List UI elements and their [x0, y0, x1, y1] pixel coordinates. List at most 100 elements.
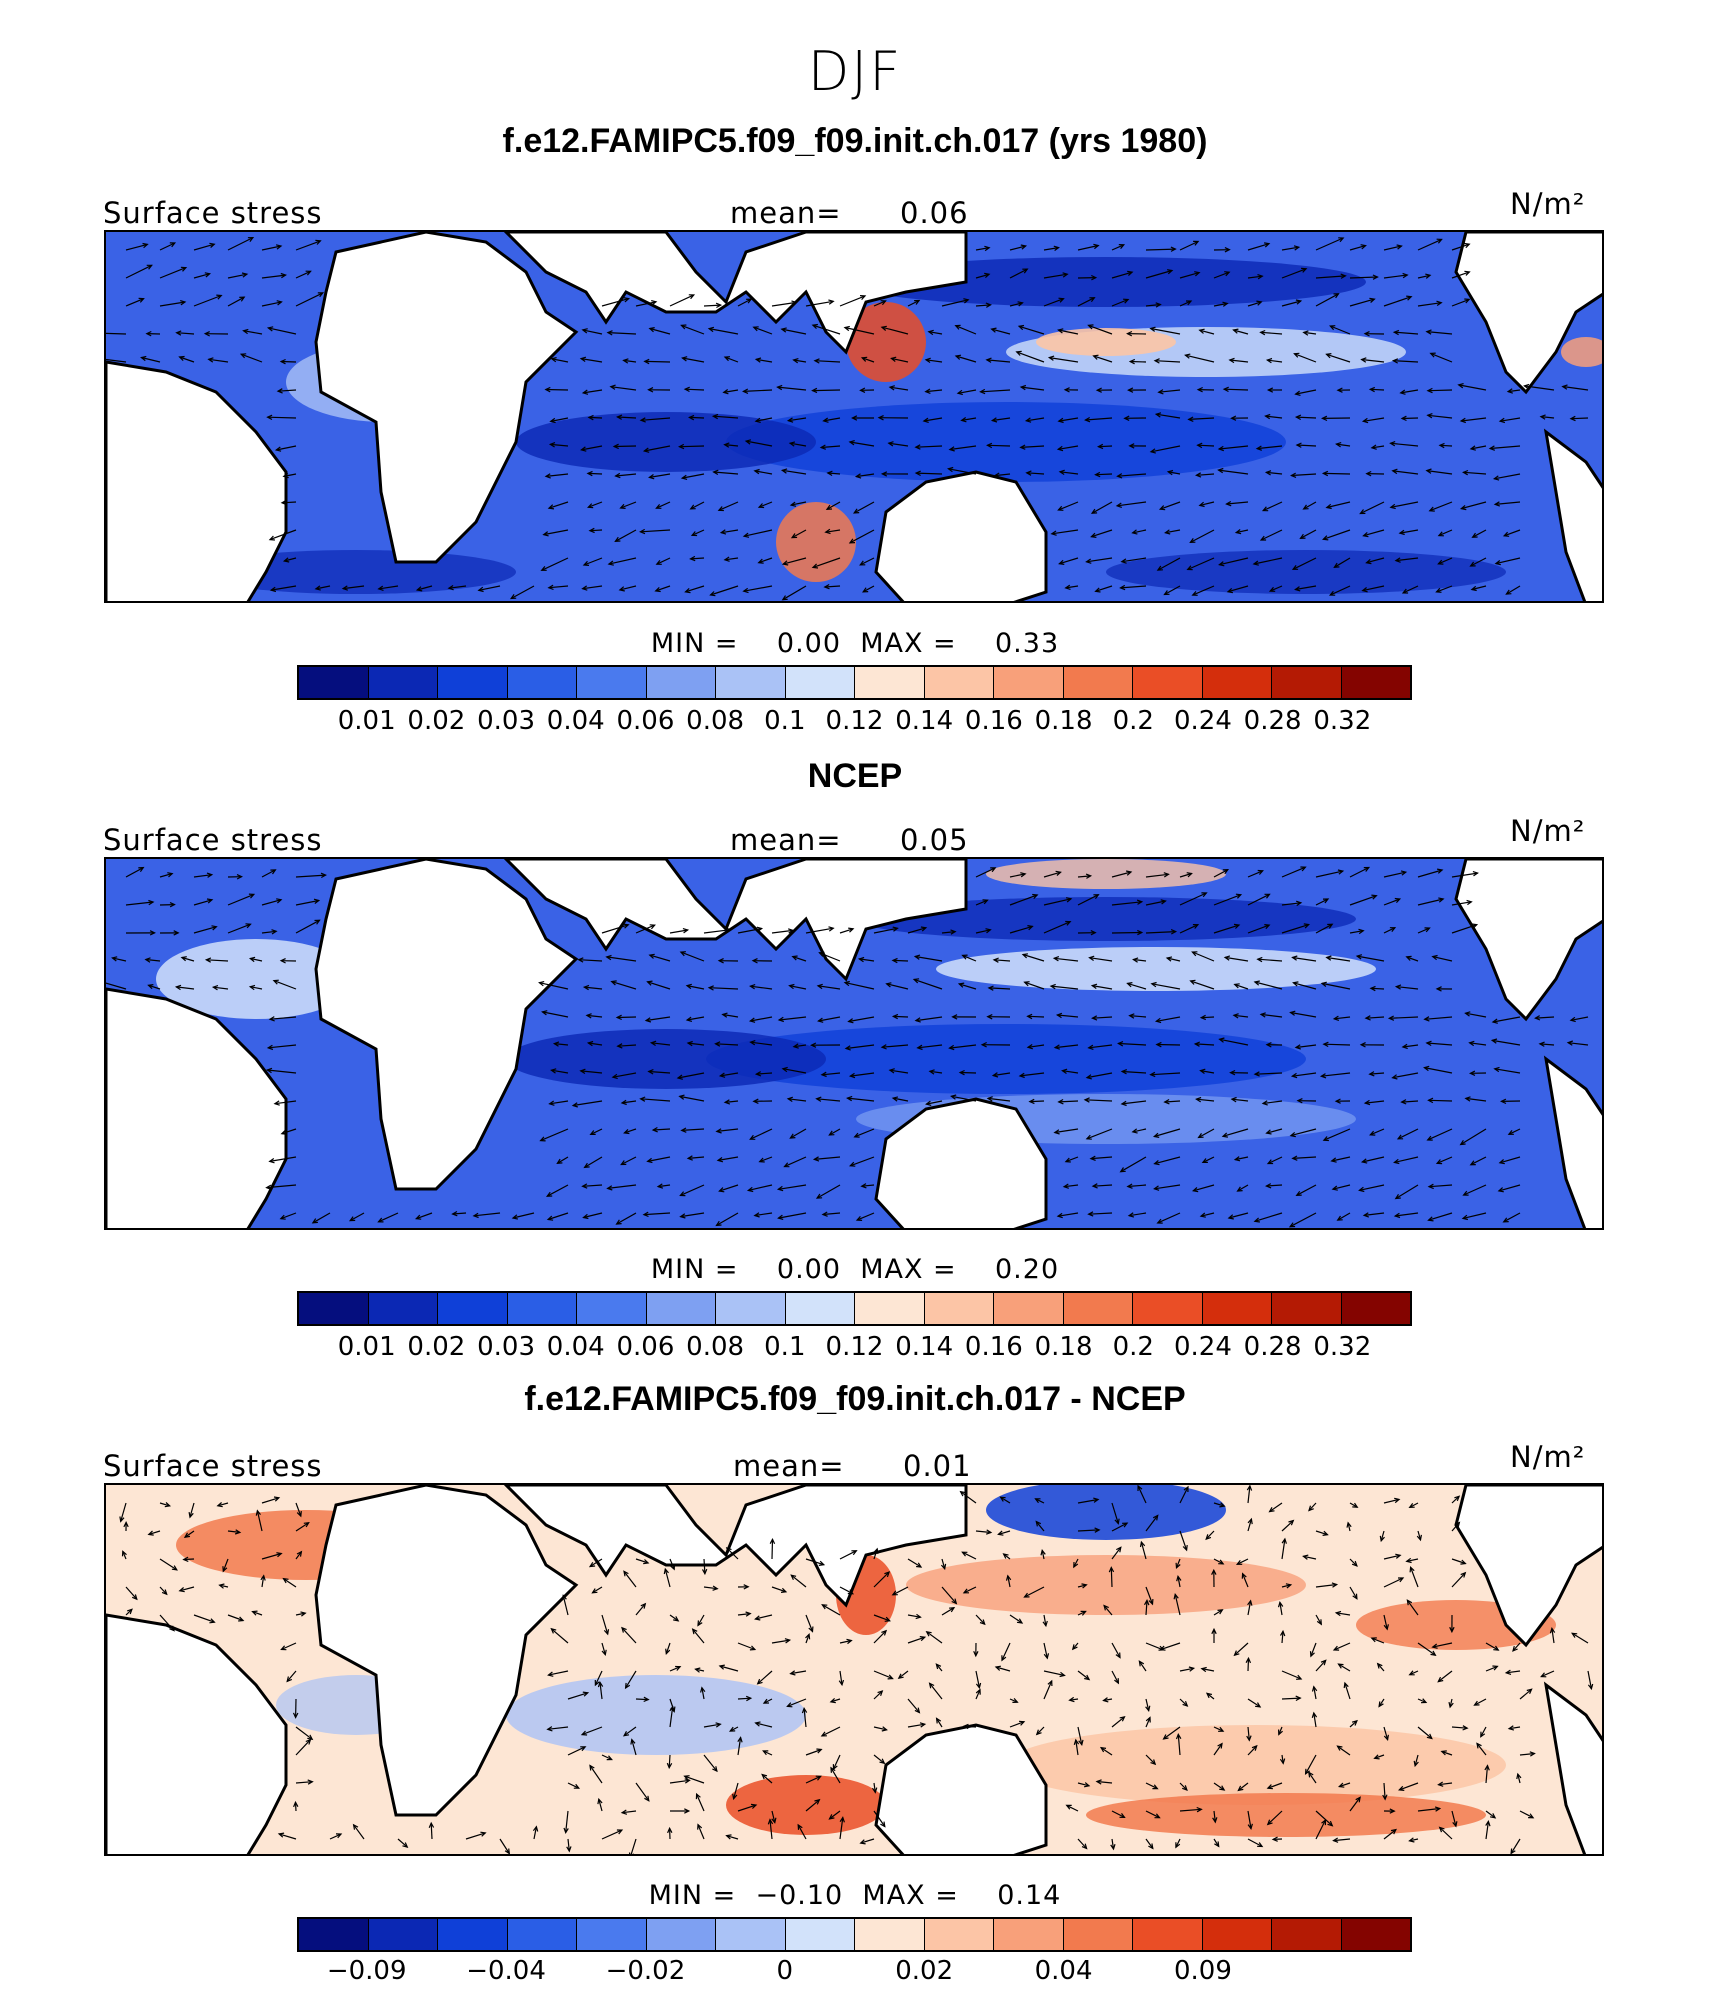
colorbar-swatch	[994, 667, 1064, 698]
colorbar-tick-label: 0.03	[477, 1332, 535, 1362]
colorbar-swatch	[1342, 667, 1411, 698]
panel-1-mean-label: mean=	[730, 196, 842, 230]
panel-1-units: N/m²	[1510, 187, 1585, 221]
wind-vector	[1111, 1568, 1112, 1588]
panel-2-min-label: MIN =	[651, 1254, 739, 1285]
colorbar-tick-label: 0.06	[616, 706, 674, 736]
wind-vector	[1157, 1045, 1180, 1046]
panel-1-variable-label: Surface stress	[103, 196, 323, 230]
colorbar-swatch	[994, 1293, 1064, 1324]
colorbar-tick-label: 0.04	[1035, 1956, 1093, 1986]
colorbar-swatch	[1203, 667, 1273, 698]
south-indian-positive	[726, 1775, 886, 1835]
panel-2-map-svg	[106, 859, 1604, 1230]
colorbar-swatch	[994, 1919, 1064, 1950]
colorbar-swatch	[925, 1293, 995, 1324]
colorbar-tick-label: 0.24	[1174, 1332, 1232, 1362]
wind-vector	[281, 362, 296, 363]
wind-vector	[645, 361, 670, 362]
colorbar-tick-label: 0.04	[547, 706, 605, 736]
colorbar-swatch	[299, 1293, 369, 1324]
colorbar-tick-label: 0.12	[826, 1332, 884, 1362]
colorbar-swatch	[1272, 667, 1342, 698]
colorbar-tick-label: 0.18	[1035, 1332, 1093, 1362]
colorbar-swatch	[786, 1919, 856, 1950]
colorbar-swatch	[369, 667, 439, 698]
colorbar-swatch	[438, 1919, 508, 1950]
indian-negative	[506, 1675, 806, 1755]
wind-vector	[1028, 1016, 1044, 1017]
colorbar-swatch	[577, 1919, 647, 1950]
colorbar-swatch	[508, 1919, 578, 1950]
colorbar-swatch	[1272, 1293, 1342, 1324]
colorbar-tick-label: 0.16	[965, 1332, 1023, 1362]
main-title: DJF	[0, 40, 1710, 103]
panel-1-colorbar	[297, 665, 1412, 700]
panel-1-max-value: 0.33	[995, 628, 1059, 659]
indian-band	[516, 412, 816, 472]
colorbar-swatch	[299, 1919, 369, 1950]
colorbar-swatch	[1272, 1919, 1342, 1950]
panel-2-max-value: 0.20	[995, 1254, 1059, 1285]
wind-vector	[772, 1539, 773, 1559]
panel-2-units: N/m²	[1510, 814, 1585, 848]
colorbar-tick-label: 0.01	[338, 706, 396, 736]
colorbar-tick-label: 0.08	[686, 706, 744, 736]
colorbar-tick-label: 0.28	[1244, 1332, 1302, 1362]
panel-2-map	[104, 857, 1604, 1230]
wind-vector	[614, 446, 636, 447]
panel-1-map	[104, 230, 1604, 603]
panel-3-mean-label: mean=	[733, 1449, 845, 1483]
colorbar-tick-label: −0.02	[606, 1956, 686, 1986]
wind-vector	[1402, 418, 1418, 419]
colorbar-swatch	[299, 667, 369, 698]
panel-2-mean-value: 0.05	[900, 823, 969, 857]
colorbar-swatch	[1203, 1293, 1273, 1324]
colorbar-tick-label: 0.14	[895, 1332, 953, 1362]
panel-3-max-label: MAX =	[862, 1880, 958, 1911]
colorbar-tick-label: 0.03	[477, 706, 535, 736]
colorbar-swatch	[1342, 1919, 1411, 1950]
panel-3-map	[104, 1483, 1604, 1856]
wind-vector	[546, 390, 568, 391]
colorbar-swatch	[1064, 1919, 1134, 1950]
wind-vector	[685, 389, 704, 390]
wind-vector	[1198, 445, 1214, 446]
panel-2-max-label: MAX =	[860, 1254, 956, 1285]
colorbar-swatch	[716, 1293, 786, 1324]
colorbar-tick-label: 0.32	[1313, 706, 1371, 736]
colorbar-swatch	[1064, 1293, 1134, 1324]
colorbar-tick-label: 0.06	[616, 1332, 674, 1362]
wind-vector	[689, 417, 704, 418]
indian-band	[506, 1029, 826, 1089]
colorbar-tick-label: 0.02	[895, 1956, 953, 1986]
wind-vector	[1130, 362, 1146, 363]
wind-vector	[960, 1073, 976, 1074]
panel-2-variable-label: Surface stress	[103, 823, 323, 857]
colorbar-tick-label: 0.12	[826, 706, 884, 736]
colorbar-swatch	[508, 667, 578, 698]
wind-vector	[1324, 1044, 1350, 1045]
colorbar-tick-label: 0.09	[1174, 1956, 1232, 1986]
panel-1-max-label: MAX =	[860, 628, 956, 659]
panel-3-map-svg	[106, 1485, 1604, 1856]
colorbar-tick-label: 0.08	[686, 1332, 744, 1362]
colorbar-swatch	[786, 667, 856, 698]
colorbar-tick-label: 0.01	[338, 1332, 396, 1362]
panel-3-title: f.e12.FAMIPC5.f09_f09.init.ch.017 - NCEP	[0, 1380, 1710, 1419]
south-pacific-strong-positive	[1086, 1793, 1486, 1837]
colorbar-tick-label: −0.09	[327, 1956, 407, 1986]
colorbar-tick-label: 0.16	[965, 706, 1023, 736]
colorbar-tick-label: 0.32	[1313, 1332, 1371, 1362]
panel-3-min-label: MIN =	[649, 1880, 737, 1911]
colorbar-swatch	[925, 667, 995, 698]
panel-1-min-max: MIN = 0.00 MAX = 0.33	[0, 628, 1710, 659]
wind-vector	[1429, 1100, 1453, 1101]
colorbar-swatch	[647, 1919, 717, 1950]
colorbar-swatch	[716, 1919, 786, 1950]
colorbar-tick-label: 0.28	[1244, 706, 1302, 736]
panel-2-mean-label: mean=	[730, 823, 842, 857]
